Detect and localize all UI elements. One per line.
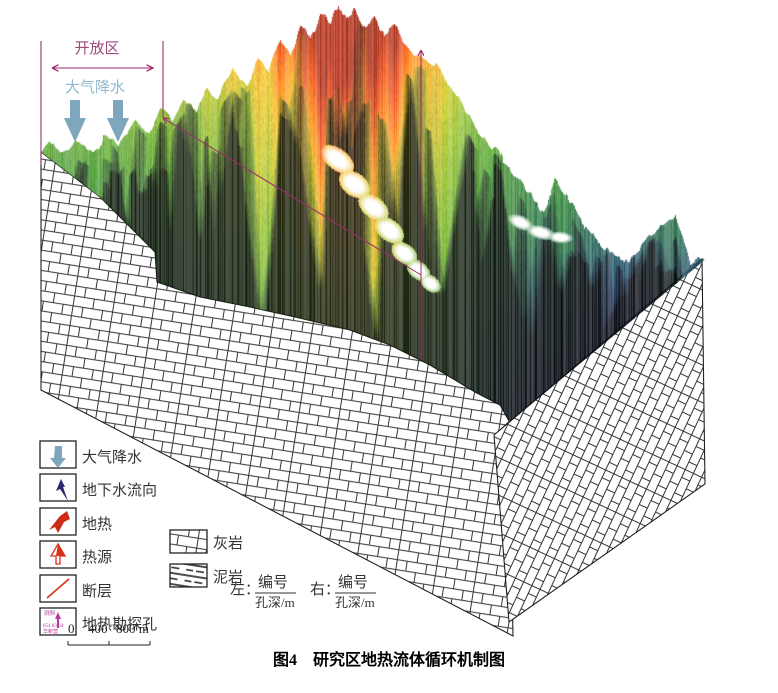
svg-text:大气降水: 大气降水 [65,79,125,96]
svg-text:编号: 编号 [258,574,288,591]
svg-text:图4 研究区地热流体循环机制图: 图4 研究区地热流体循环机制图 [273,650,505,669]
svg-text:孔深/m: 孔深/m [255,595,295,610]
svg-text:654.83-64: 654.83-64 [43,624,64,629]
svg-text:开放区: 开放区 [74,40,119,57]
svg-text:800 m: 800 m [116,621,149,636]
svg-text:断层: 断层 [82,583,112,600]
svg-text:400: 400 [88,621,108,636]
svg-text:0: 0 [68,621,75,636]
svg-text:地下水流向: 地下水流向 [82,482,157,499]
svg-text:大气降水: 大气降水 [82,449,142,466]
svg-text:编号: 编号 [338,574,368,591]
svg-text:热源: 热源 [82,549,112,566]
svg-text:华新营: 华新营 [43,628,58,635]
svg-text:灰岩: 灰岩 [213,535,243,552]
svg-text:测斜: 测斜 [44,609,56,617]
svg-text:地热: 地热 [82,516,112,533]
svg-text:孔深/m: 孔深/m [335,595,375,610]
